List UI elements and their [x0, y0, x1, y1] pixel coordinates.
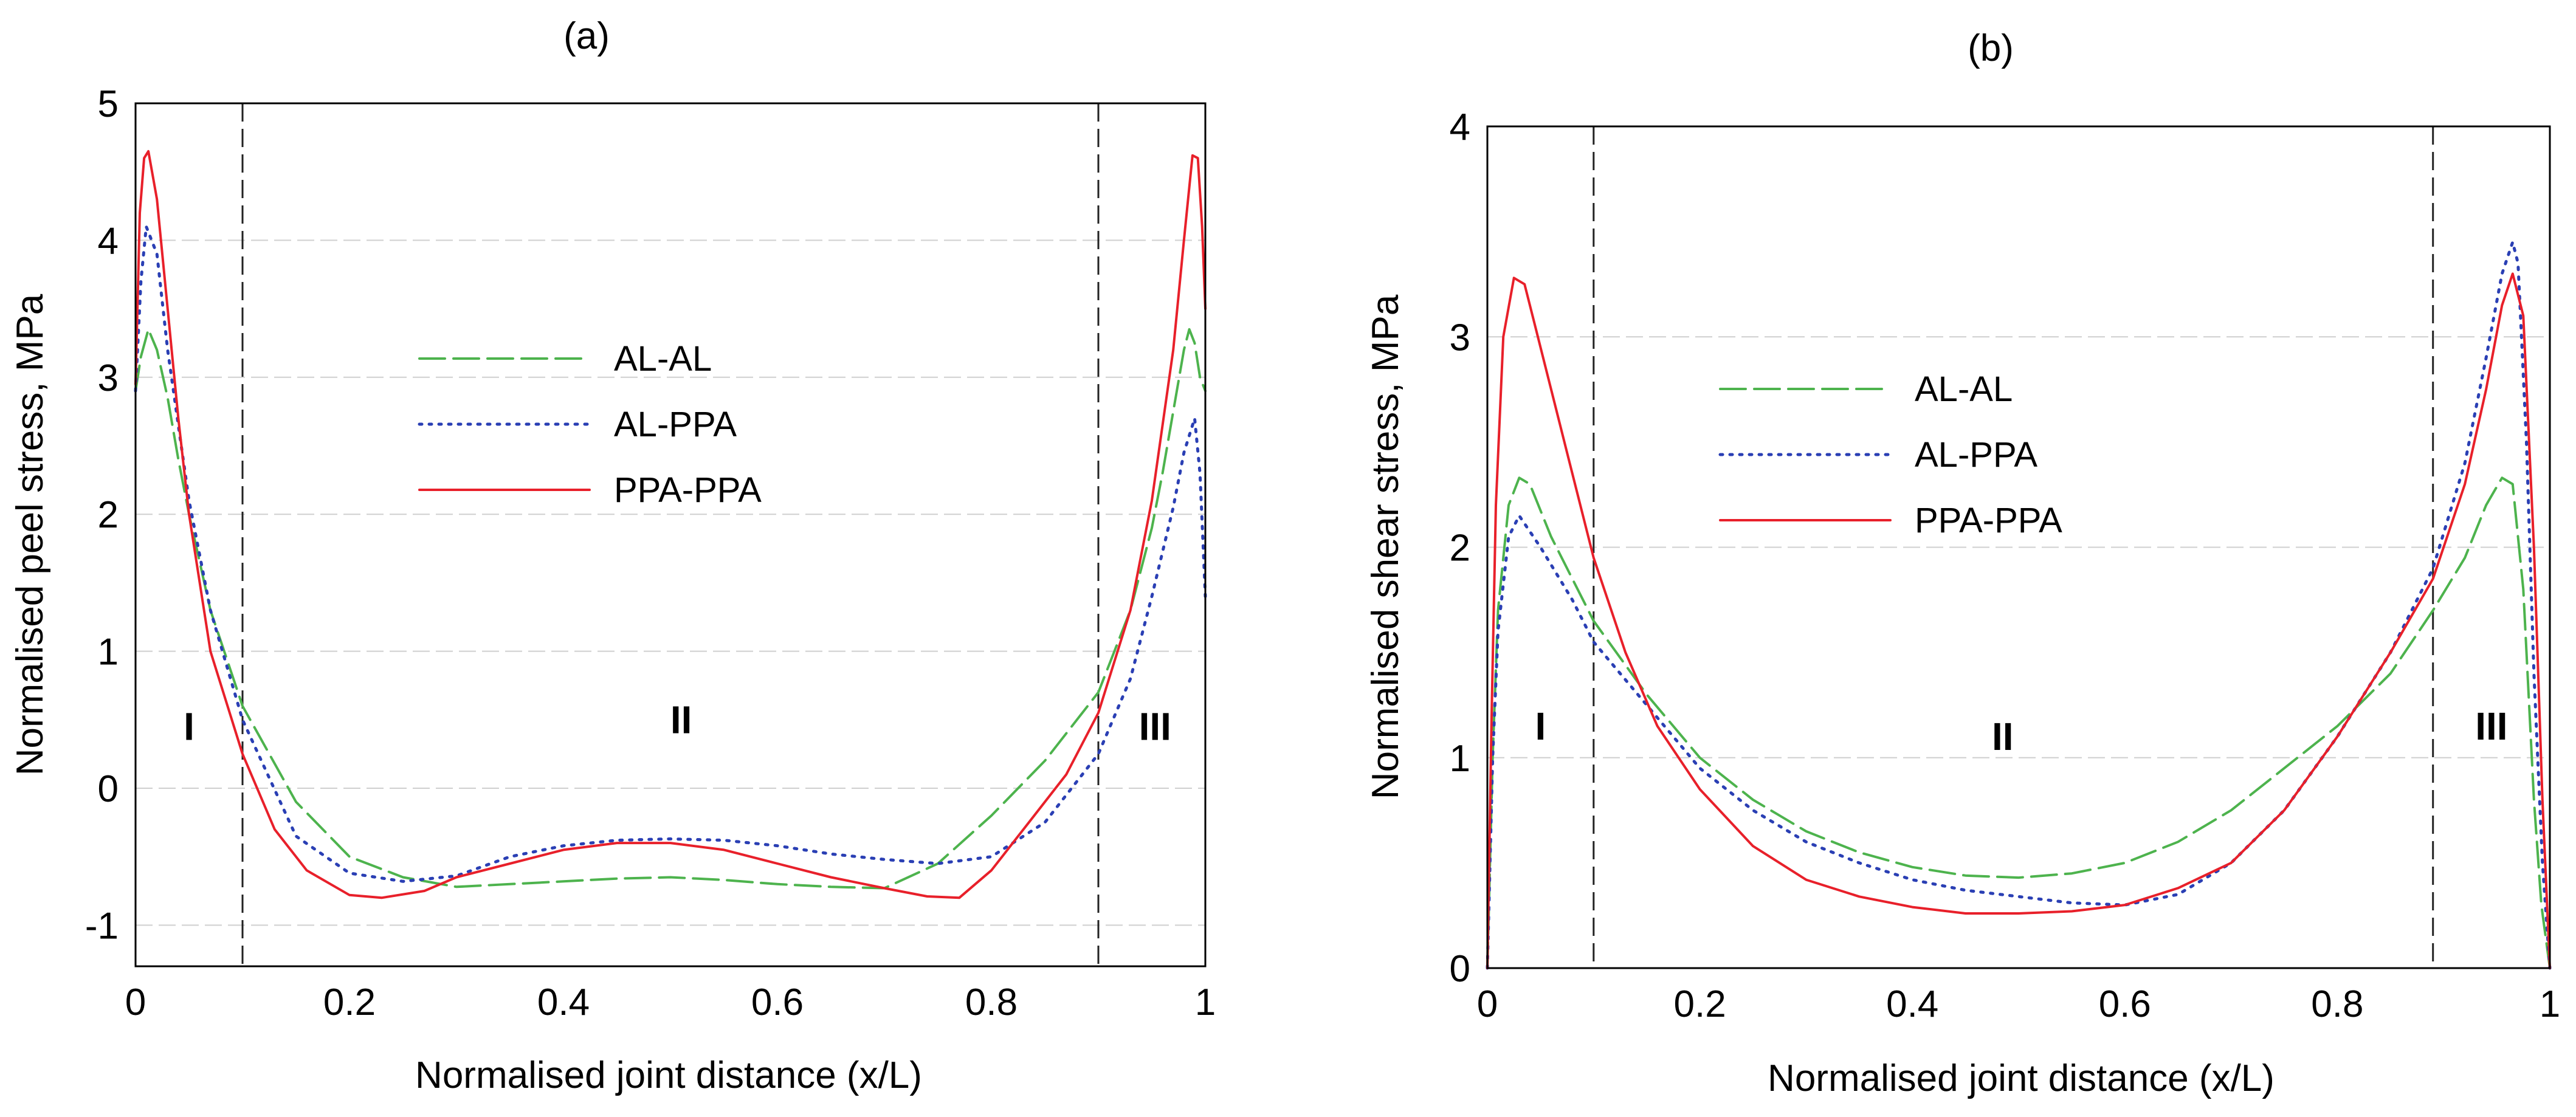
panel-b-region-labels: I II III: [1535, 704, 2508, 758]
panel-a-x-axis-label: Normalised joint distance (x/L): [415, 1054, 922, 1096]
region-label: II: [1992, 715, 2014, 758]
panel-a-region-boundaries: [241, 103, 1100, 966]
region-label: I: [184, 705, 195, 749]
legend-label: AL-PPA: [614, 405, 737, 444]
series-line-al-al: [1486, 476, 2551, 969]
x-tick-label: 0.4: [537, 981, 590, 1023]
y-tick-label: 1: [1450, 738, 1470, 780]
panel-b-legend: AL-AL AL-PPA PPA-PPA: [1718, 369, 2062, 540]
panel-a-y-axis-label: Normalised peel stress, MPa: [9, 294, 51, 775]
panel-b-plot-frame: [1486, 125, 2551, 969]
y-tick-label: 0: [1450, 948, 1470, 990]
x-tick-label: 0.2: [323, 981, 376, 1023]
panel-a-series: [134, 150, 1207, 899]
legend-label: PPA-PPA: [1915, 501, 2062, 540]
x-tick-label: 0.8: [965, 981, 1018, 1023]
panel-a-label: (a): [563, 15, 610, 57]
y-tick-label: 4: [98, 220, 119, 262]
y-tick-label: 2: [98, 494, 119, 536]
panel-a-x-ticks: 0 0.2 0.4 0.6 0.8 1: [125, 981, 1216, 1023]
legend-label: PPA-PPA: [614, 470, 762, 510]
x-tick-label: 0.6: [2099, 983, 2151, 1025]
panel-b-gridlines: [1487, 336, 2550, 758]
x-tick-label: 1: [2540, 983, 2560, 1025]
region-label: III: [2475, 704, 2507, 748]
region-label: I: [1535, 704, 1546, 748]
x-tick-label: 0: [1477, 983, 1498, 1025]
y-tick-label: 0: [98, 768, 119, 810]
panel-a-legend: AL-AL AL-PPA PPA-PPA: [418, 339, 762, 510]
y-tick-label: 3: [1450, 317, 1470, 359]
y-tick-label: 3: [98, 357, 119, 399]
series-line-al-ppa: [1486, 240, 2552, 970]
x-tick-label: 0.4: [1886, 983, 1938, 1025]
y-tick-label: 2: [1450, 528, 1470, 569]
region-label: II: [670, 698, 692, 741]
panel-b-label: (b): [1968, 27, 2014, 69]
panel-a-plot-frame: [134, 102, 1207, 967]
x-tick-label: 0: [125, 981, 146, 1023]
x-tick-label: 1: [1195, 981, 1216, 1023]
panel-a-y-ticks: -1 0 1 2 3 4 5: [85, 83, 119, 947]
panel-b-y-ticks: 0 1 2 3 4: [1450, 106, 1470, 990]
panel-b-y-axis-label: Normalised shear stress, MPa: [1365, 294, 1407, 799]
x-tick-label: 0.2: [1673, 983, 1726, 1025]
series-line-ppa-ppa: [1486, 272, 2551, 969]
panel-b-x-ticks: 0 0.2 0.4 0.6 0.8 1: [1477, 983, 2560, 1025]
panel-b-region-boundaries: [1593, 126, 2434, 968]
x-tick-label: 0.8: [2311, 983, 2363, 1025]
panel-a-region-labels: I II III: [184, 698, 1171, 748]
y-tick-label: -1: [85, 905, 119, 947]
series-line-al-al: [134, 328, 1207, 890]
legend-label: AL-PPA: [1915, 435, 2037, 475]
y-tick-label: 5: [98, 83, 119, 125]
x-tick-label: 0.6: [751, 981, 804, 1023]
y-tick-label: 1: [98, 631, 119, 673]
region-label: III: [1139, 705, 1171, 749]
panel-b-series: [1486, 240, 2552, 970]
legend-label: AL-AL: [1915, 369, 2013, 409]
legend-label: AL-AL: [614, 339, 712, 379]
series-line-ppa-ppa: [134, 150, 1207, 899]
panel-b-x-axis-label: Normalised joint distance (x/L): [1768, 1057, 2275, 1099]
series-line-al-ppa: [134, 225, 1207, 883]
panel-a-gridlines: [136, 239, 1205, 926]
y-tick-label: 4: [1450, 106, 1470, 148]
